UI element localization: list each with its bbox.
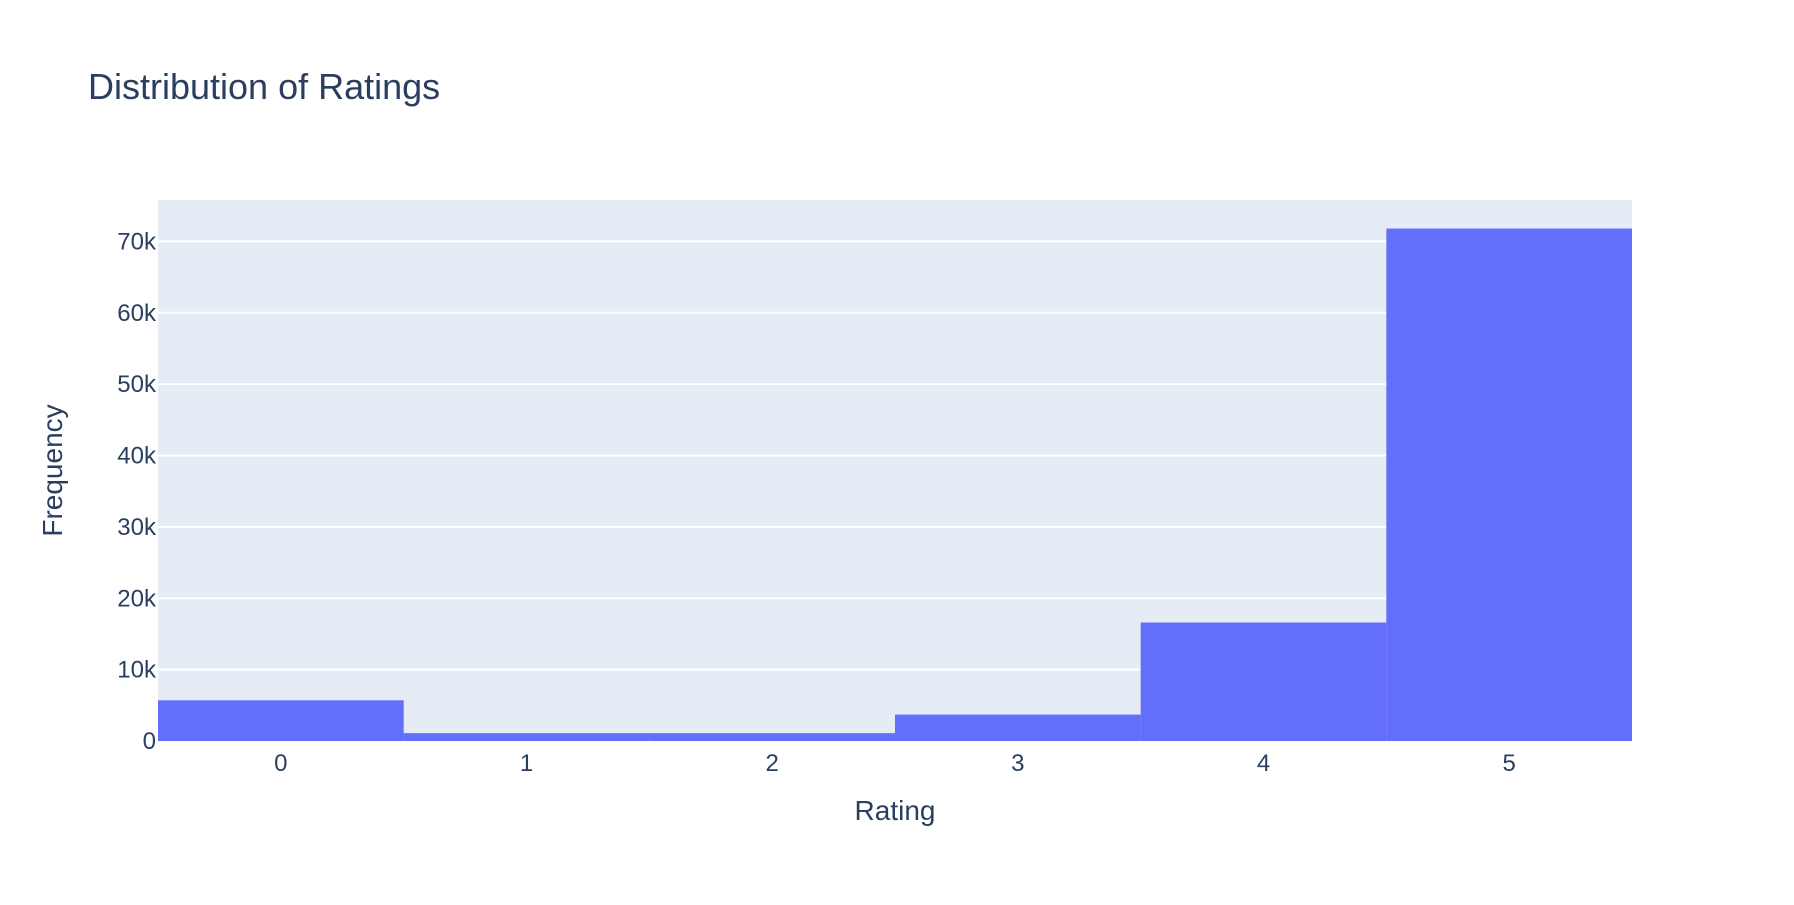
y-axis-ticks: 0 10k 20k 30k 40k 50k 60k 70k — [117, 228, 157, 755]
chart-title: Distribution of Ratings — [88, 66, 441, 107]
bar-rating-4 — [1140, 622, 1387, 741]
y-axis-title: Frequency — [37, 404, 68, 536]
y-tick-label: 50k — [117, 371, 157, 398]
y-tick-label: 10k — [117, 657, 157, 684]
x-tick-label: 5 — [1502, 750, 1515, 777]
bar-rating-0 — [158, 700, 404, 741]
bar-rating-1 — [403, 733, 650, 741]
y-tick-label: 70k — [117, 228, 157, 255]
x-tick-label: 2 — [765, 750, 778, 777]
bar-rating-5 — [1386, 228, 1632, 741]
y-tick-label: 0 — [143, 728, 156, 755]
y-tick-label: 30k — [117, 514, 157, 541]
bar-rating-2 — [649, 733, 895, 741]
x-tick-label: 0 — [274, 750, 287, 777]
bars — [158, 228, 1632, 741]
x-tick-label: 1 — [520, 750, 533, 777]
x-tick-label: 3 — [1011, 750, 1024, 777]
x-tick-label: 4 — [1257, 750, 1270, 777]
x-axis-ticks: 0 1 2 3 4 5 — [274, 750, 1516, 777]
x-axis-title: Rating — [855, 795, 936, 826]
y-tick-label: 40k — [117, 443, 157, 470]
y-tick-label: 60k — [117, 300, 157, 327]
bar-rating-3 — [895, 714, 1141, 741]
y-tick-label: 20k — [117, 585, 157, 612]
